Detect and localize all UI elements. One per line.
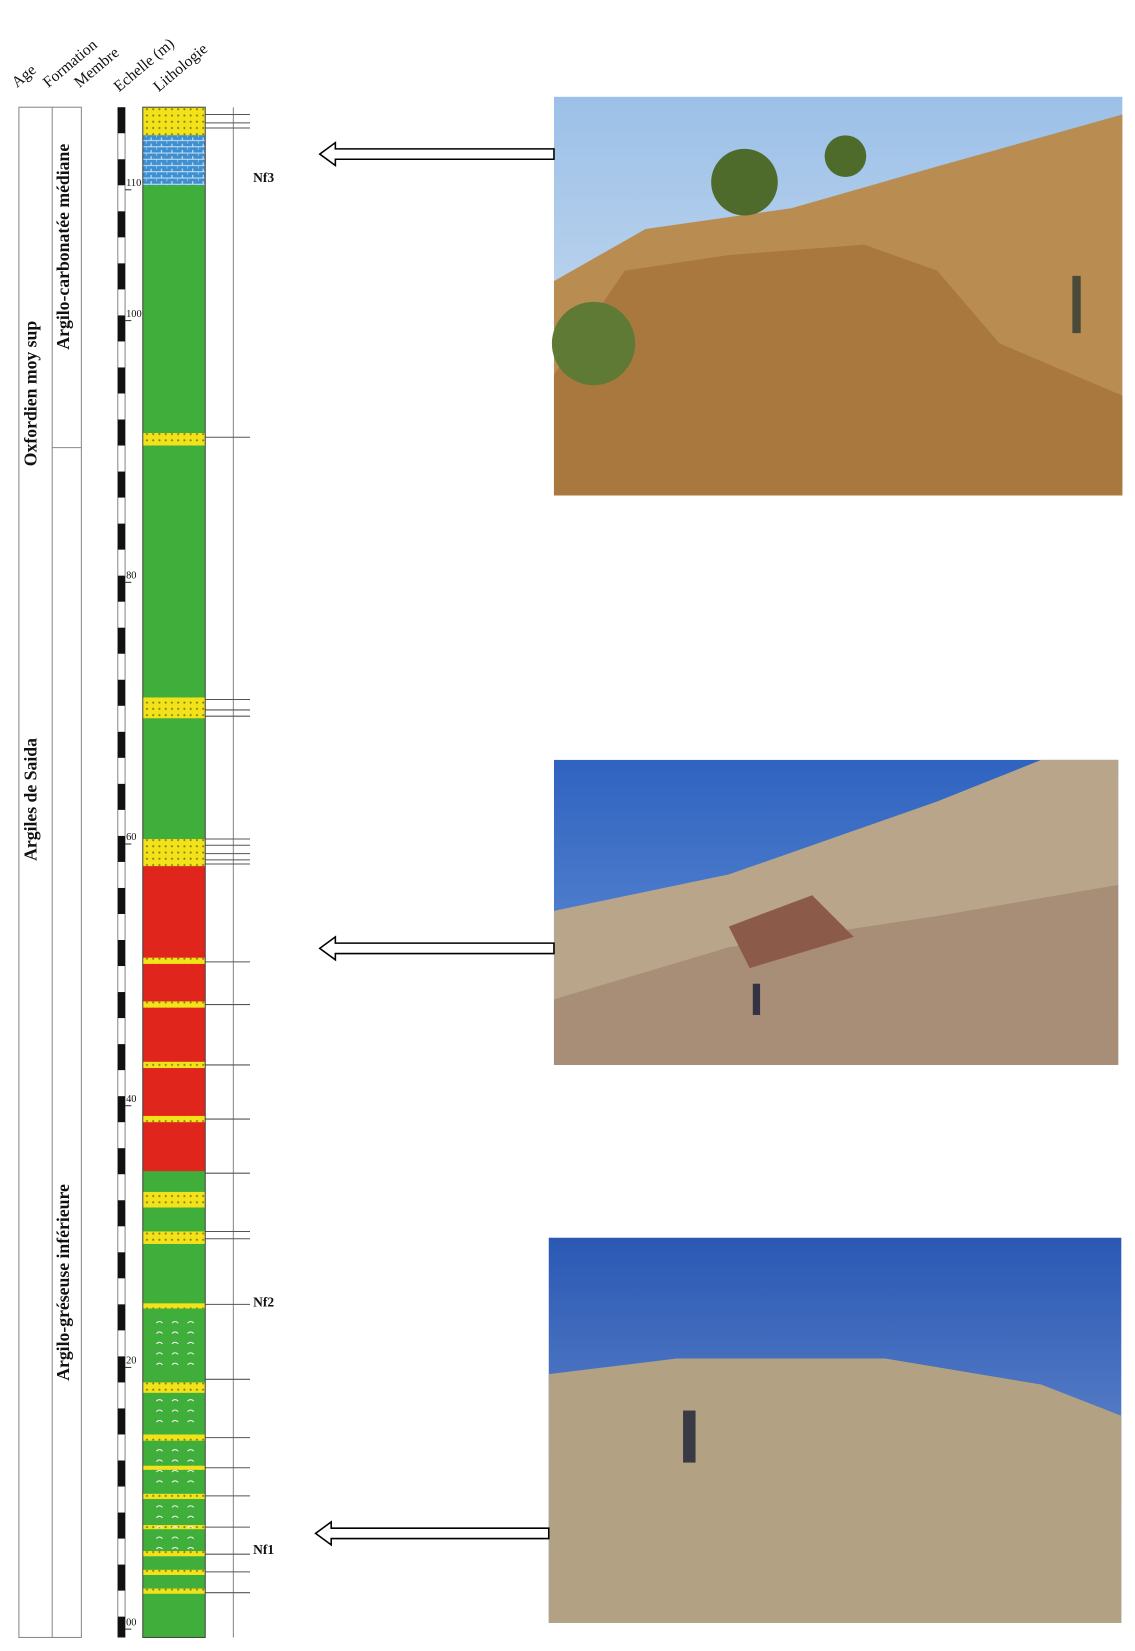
scale-segment [118,420,125,446]
scale-segment [118,732,125,758]
scale-segment [118,1148,125,1174]
photo-1 [552,97,1122,496]
scale-bar [118,107,125,1637]
arrows [316,143,554,1545]
litho-layer [143,1303,205,1308]
litho-layer [143,433,205,445]
scale-segment [118,1304,125,1330]
header: Age [9,61,40,91]
litho-layer [143,1570,205,1575]
scale-segment [118,784,125,810]
log-figure: Age Formation Membre Echelle (m) Litholo… [0,0,1135,1651]
scale-segment [118,1200,125,1226]
scale-segment [118,576,125,602]
litho-layer [143,107,205,135]
scale-segment [118,524,125,550]
litho-layer [143,1466,205,1470]
scale-segment [118,836,125,862]
scale-segment [118,211,125,237]
litho-layer [143,1116,205,1122]
litho-layer [143,1062,205,1068]
scale-segment [118,940,125,966]
scale-segment [118,1096,125,1122]
scale-segment [118,159,125,185]
scale-segment [118,107,125,133]
scale-segment [118,315,125,341]
sample-label: Nf3 [253,170,274,185]
tick-label: 80 [126,570,136,581]
scale-segment [118,1617,125,1638]
litho-layer [143,1231,205,1243]
litho-layer [143,135,205,185]
tick-label: 100 [126,309,142,320]
sample-label: Nf2 [253,1294,274,1309]
tick-label: 40 [126,1094,136,1105]
scale-segment [118,263,125,289]
sample-label: Nf1 [253,1542,274,1557]
litho-layer [143,1001,205,1007]
scale-segment [118,1513,125,1539]
member-label: Argilo-gréseuse inférieure [53,1184,73,1381]
litho-layer [143,1434,205,1440]
litho-layer [143,1494,205,1499]
litho-layer [143,1589,205,1594]
tick-label: 110 [126,178,141,189]
tick-label: 60 [126,832,136,843]
lithology-column [143,107,250,1637]
scale-segment [118,1408,125,1434]
litho-layer [143,1382,205,1392]
scale-segment [118,888,125,914]
scale-segment [118,992,125,1018]
photo-3 [549,1238,1122,1623]
litho-layer [143,958,205,964]
litho-layer [143,866,205,1171]
litho-layer [143,697,205,718]
formation-label: Argiles de Saida [20,738,40,861]
member-label: Argilo-carbonatée médiane [53,144,73,350]
scale-segment [118,1565,125,1591]
scale-segment [118,367,125,393]
scale-segment [118,1356,125,1382]
scale-segment [118,1252,125,1278]
litho-layer [143,1192,205,1208]
tick-label: 20 [126,1356,136,1367]
age-label: Oxfordien moy sup [20,321,40,467]
scale-segment [118,1044,125,1070]
scale-segment [118,472,125,498]
litho-layer [143,1551,205,1556]
litho-layer [143,839,205,866]
photo-2 [554,760,1118,1065]
tick-label: 00 [126,1617,136,1628]
scale-segment [118,628,125,654]
scale-segment [118,680,125,706]
scale-segment [118,1461,125,1487]
